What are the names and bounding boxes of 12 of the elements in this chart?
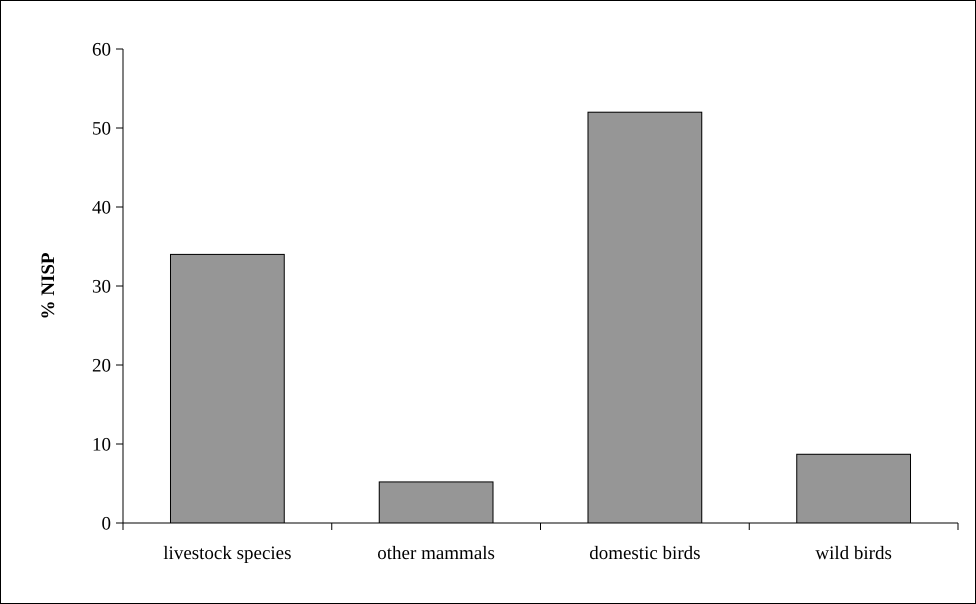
x-tick-label: domestic birds bbox=[589, 543, 701, 564]
x-tick-label: wild birds bbox=[815, 543, 892, 564]
y-tick-label: 30 bbox=[92, 276, 111, 298]
y-tick-label: 10 bbox=[92, 434, 111, 456]
y-tick-label: 60 bbox=[92, 40, 111, 61]
y-tick-label: 20 bbox=[92, 356, 111, 377]
x-tick-label: livestock species bbox=[163, 543, 292, 564]
y-tick-label: 40 bbox=[92, 198, 111, 219]
y-axis-title: % NISP bbox=[38, 252, 59, 320]
x-tick-label: other mammals bbox=[377, 543, 495, 564]
y-tick-label: 50 bbox=[92, 118, 111, 140]
y-tick-label: 0 bbox=[102, 514, 111, 535]
